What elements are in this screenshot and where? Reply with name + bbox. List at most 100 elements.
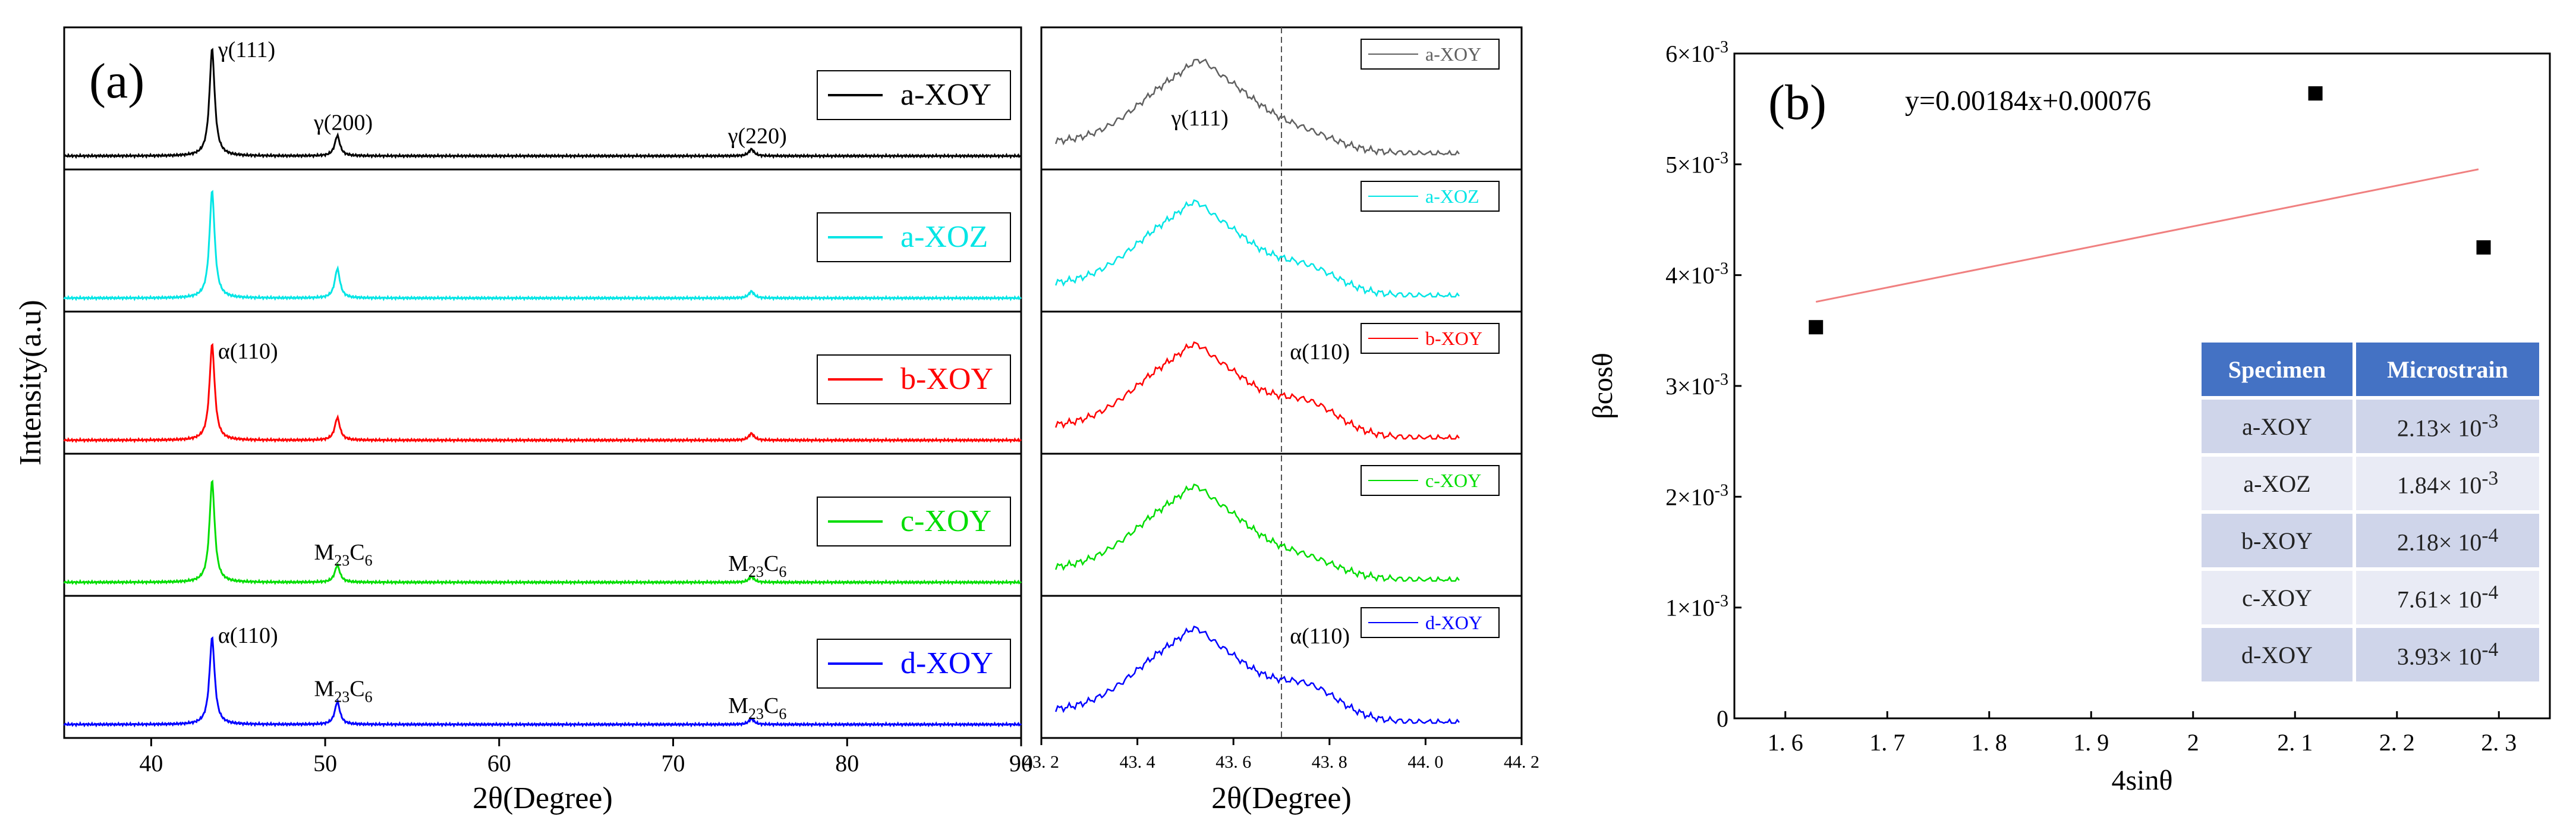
xrd-series-line [63, 636, 1022, 728]
zoom-x-tick-label: 43. 4 [1120, 752, 1155, 772]
x-tick-label: 90 [1009, 750, 1033, 777]
peak-annotation: M23C6 [314, 540, 373, 569]
b-y-tick-label: 1×10-3 [1665, 592, 1728, 621]
zoom-legend-label: a-XOZ [1425, 186, 1479, 207]
zoom-series-line [1055, 483, 1460, 582]
table-cell-microstrain: 2.18× 10-4 [2355, 514, 2539, 567]
legend-label: b-XOY [900, 362, 993, 396]
peak-annotation: M23C6 [728, 551, 786, 580]
table-cell-microstrain: 1.84× 10-3 [2355, 457, 2539, 510]
zoom-peak-annotation: α(110) [1290, 340, 1350, 365]
x-tick-label: 80 [835, 750, 859, 777]
peak-annotation: α(110) [218, 623, 278, 648]
b-y-tick-label: 2×10-3 [1665, 481, 1728, 510]
table-cell-specimen: d-XOY [2202, 628, 2353, 681]
b-x-tick-label: 2. 3 [2481, 729, 2517, 756]
table-header-specimen: Specimen [2202, 343, 2353, 396]
microstrain-value: 7.61× 10 [2397, 586, 2482, 613]
zoom-x-tick-label: 44. 2 [1504, 752, 1539, 772]
table-cell-microstrain: 2.13× 10-3 [2355, 400, 2539, 453]
b-y-axis-label: βcosθ [1587, 353, 1618, 419]
zoom-series-line [1055, 626, 1460, 724]
zoom-x-tick-label: 43. 2 [1024, 752, 1059, 772]
microstrain-exponent: -3 [2481, 467, 2499, 490]
table-header-microstrain: Microstrain [2355, 343, 2539, 396]
zoom-x-tick-label: 43. 6 [1215, 752, 1251, 772]
b-x-tick-label: 1. 6 [1768, 729, 1803, 756]
microstrain-value: 2.13× 10 [2397, 414, 2482, 442]
zoom-legend-label: c-XOY [1425, 470, 1481, 491]
legend-label: d-XOY [900, 646, 993, 680]
legend-label: c-XOY [900, 504, 991, 538]
zoom-peak-annotation: γ(111) [1170, 106, 1228, 131]
panel-a-main-chart: 40 50 60 70 80 90 2θ(Degree) Intensity(a.u) (a) a… [14, 26, 1033, 815]
zoom-x-tick-label: 44. 0 [1407, 752, 1443, 772]
microstrain-value: 3.93× 10 [2397, 643, 2482, 670]
microstrain-table: Specimen Microstrain a-XOY 2.13× 10-3 a-… [2198, 339, 2543, 685]
xrd-series-line [63, 343, 1022, 444]
zoom-peak-annotation: α(110) [1290, 624, 1350, 649]
peak-annotation: γ(220) [728, 124, 787, 149]
fit-line [1815, 168, 2479, 303]
microstrain-exponent: -4 [2481, 582, 2499, 604]
microstrain-exponent: -4 [2481, 639, 2499, 661]
microstrain-value: 1.84× 10 [2397, 472, 2482, 499]
table-row: c-XOY 7.61× 10-4 [2202, 571, 2539, 624]
table-cell-microstrain: 7.61× 10-4 [2355, 571, 2539, 624]
b-y-tick-label: 4×10-3 [1665, 260, 1728, 289]
b-y-tick-label: 5×10-3 [1665, 149, 1728, 178]
legend-label: a-XOZ [900, 220, 988, 254]
table-cell-specimen: a-XOZ [2202, 457, 2353, 510]
panel-b-chart: 1. 6 1. 7 1. 8 1. 9 2 2. 1 2. 2 2. 3 0 1×10-3 2×10… [1587, 38, 2551, 796]
scatter-point [2308, 86, 2323, 101]
zoom-series-line [1055, 341, 1460, 440]
table-cell-specimen: a-XOY [2202, 400, 2353, 453]
b-y-tick-label: 3×10-3 [1665, 370, 1728, 400]
b-x-tick-label: 1. 9 [2073, 729, 2109, 756]
xrd-series-line [63, 479, 1022, 586]
scatter-point [2476, 240, 2491, 255]
x-tick-label: 70 [662, 750, 685, 777]
table-header-row: Specimen Microstrain [2202, 343, 2539, 396]
zoom-legend-label: a-XOY [1425, 43, 1481, 65]
table-row: d-XOY 3.93× 10-4 [2202, 628, 2539, 681]
microstrain-exponent: -4 [2481, 524, 2499, 547]
microstrain-value: 2.18× 10 [2397, 529, 2482, 556]
x-axis-label: 2θ(Degree) [473, 781, 613, 815]
legend-label: a-XOY [900, 78, 991, 112]
peak-annotation: M23C6 [314, 676, 373, 705]
zoom-legend-label: d-XOY [1425, 612, 1482, 633]
b-y-tick-label: 0 [1717, 705, 1728, 732]
b-x-axis-label: 4sinθ [2111, 765, 2172, 796]
peak-annotation: γ(111) [218, 37, 275, 62]
table-row: b-XOY 2.18× 10-4 [2202, 514, 2539, 567]
xrd-series-line [63, 48, 1022, 159]
legend-box [817, 212, 1011, 262]
table-row: a-XOZ 1.84× 10-3 [2202, 457, 2539, 510]
b-x-tick-label: 1. 7 [1869, 729, 1905, 756]
peak-annotation: M23C6 [728, 693, 786, 723]
b-x-tick-label: 2 [2187, 729, 2199, 756]
zoom-x-axis-label: 2θ(Degree) [1211, 781, 1352, 815]
x-tick-label: 50 [313, 750, 337, 777]
peak-annotation: γ(200) [313, 110, 373, 135]
zoom-legend-label: b-XOY [1425, 328, 1482, 349]
b-x-tick-label: 2. 2 [2379, 729, 2415, 756]
microstrain-exponent: -3 [2481, 410, 2499, 433]
x-tick-label: 40 [139, 750, 163, 777]
panel-a-frame [63, 26, 1022, 739]
zoom-legend-box [1361, 607, 1500, 638]
x-tick-label: 60 [487, 750, 511, 777]
table-cell-microstrain: 3.93× 10-4 [2355, 628, 2539, 681]
table-row: a-XOY 2.13× 10-3 [2202, 400, 2539, 453]
fit-equation: y=0.00184x+0.00076 [1905, 85, 2151, 117]
table-cell-specimen: b-XOY [2202, 514, 2353, 567]
y-axis-label: Intensity(a.u) [14, 300, 48, 466]
b-x-tick-label: 2. 1 [2277, 729, 2313, 756]
scatter-point [1809, 320, 1824, 335]
xrd-series-line [63, 190, 1022, 301]
zoom-series-line [1055, 58, 1460, 156]
zoom-series-line [1055, 199, 1460, 298]
table-cell-specimen: c-XOY [2202, 571, 2353, 624]
